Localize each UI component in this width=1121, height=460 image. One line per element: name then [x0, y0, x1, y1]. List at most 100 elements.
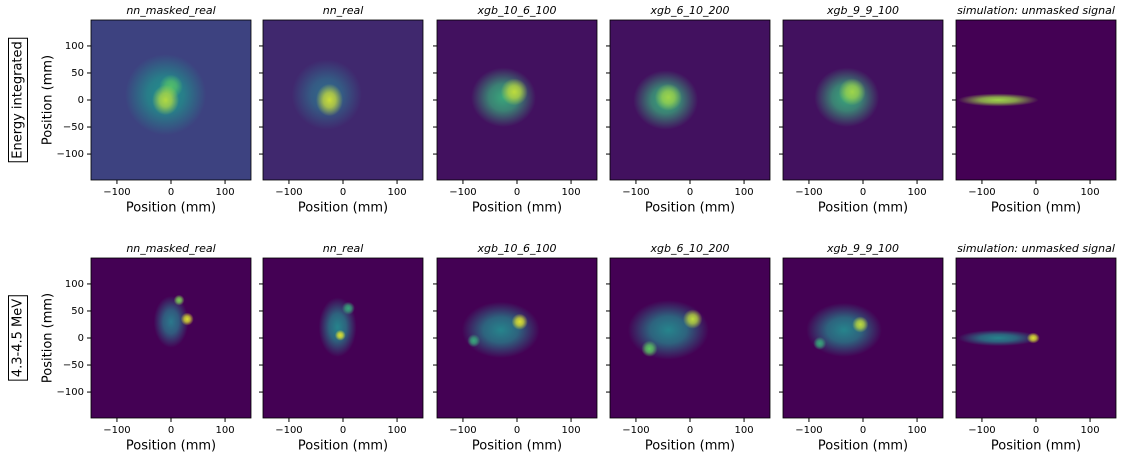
x-tick-label: −100	[103, 425, 130, 436]
intensity-blob	[683, 309, 702, 328]
intensity-blob	[181, 313, 194, 326]
heatmap-image	[319, 297, 357, 356]
x-tick-label: −100	[968, 425, 995, 436]
x-tick-label: 0	[1033, 187, 1039, 198]
x-axis-label: Position (mm)	[126, 439, 216, 454]
y-tick-label: 50	[71, 306, 84, 317]
x-tick-label: 0	[860, 187, 866, 198]
y-axis-label: Position (mm)	[41, 293, 56, 383]
heatmap-image	[292, 59, 362, 129]
x-axis-label: Position (mm)	[298, 201, 388, 216]
panel-title: nn_real	[323, 4, 364, 17]
x-tick-label: −100	[622, 187, 649, 198]
x-axis-label: Position (mm)	[818, 201, 908, 216]
intensity-blob	[342, 302, 355, 315]
x-tick-label: 0	[687, 187, 693, 198]
panel-title: xgb_6_10_200	[650, 242, 730, 255]
panel-title: simulation: unmasked signal	[957, 242, 1115, 255]
panel-title: xgb_9_9_100	[826, 4, 899, 17]
x-axis-label: Position (mm)	[645, 439, 735, 454]
x-tick-label: 0	[340, 187, 346, 198]
row-label: Energy integrated	[11, 41, 26, 159]
intensity-blob	[958, 330, 1039, 346]
y-tick-label: −100	[57, 149, 84, 160]
x-tick-label: 100	[216, 187, 235, 198]
x-tick-label: 0	[514, 425, 520, 436]
intensity-blob	[335, 330, 346, 341]
x-tick-label: 0	[340, 425, 346, 436]
x-tick-label: 100	[735, 425, 754, 436]
y-tick-label: −50	[63, 360, 84, 371]
intensity-blob	[316, 84, 343, 116]
intensity-blob	[152, 85, 179, 115]
heatmap-image	[628, 300, 709, 359]
heatmap-image	[814, 68, 879, 127]
panel-title: simulation: unmasked signal	[957, 4, 1115, 17]
row-label-group: Energy integrated	[9, 38, 28, 162]
x-tick-label: 100	[388, 425, 407, 436]
y-tick-label: 100	[65, 41, 84, 52]
row-label-group: 4.3-4.5 MeV	[9, 296, 28, 380]
x-tick-label: 100	[735, 187, 754, 198]
x-tick-label: 0	[514, 187, 520, 198]
x-tick-label: 0	[168, 425, 174, 436]
x-tick-label: −100	[103, 187, 130, 198]
x-axis-label: Position (mm)	[645, 201, 735, 216]
panel-title: xgb_9_9_100	[826, 242, 899, 255]
x-tick-label: 100	[908, 425, 927, 436]
x-axis-label: Position (mm)	[818, 439, 908, 454]
x-tick-label: 100	[1081, 425, 1100, 436]
x-axis-label: Position (mm)	[991, 201, 1081, 216]
intensity-blob	[501, 78, 528, 105]
y-tick-label: −100	[57, 387, 84, 398]
y-tick-label: 0	[78, 333, 84, 344]
x-tick-label: 0	[687, 425, 693, 436]
x-axis-label: Position (mm)	[298, 439, 388, 454]
intensity-blob	[462, 302, 540, 358]
intensity-blob	[813, 337, 826, 350]
heatmap-image	[633, 70, 698, 129]
heatmap-image	[958, 94, 1039, 107]
x-axis-label: Position (mm)	[126, 201, 216, 216]
x-tick-label: 100	[388, 187, 407, 198]
figure: Energy integrated 4.3-4.5 MeV nn_masked_re…	[0, 0, 1121, 456]
y-axis-label: Position (mm)	[41, 55, 56, 145]
x-tick-label: 0	[168, 187, 174, 198]
intensity-blob	[852, 316, 868, 332]
x-tick-label: 100	[562, 425, 581, 436]
heatmap-image	[462, 302, 540, 358]
intensity-blob	[839, 78, 866, 105]
x-axis-label: Position (mm)	[991, 439, 1081, 454]
x-tick-label: 100	[1081, 187, 1100, 198]
panel-title: nn_real	[323, 242, 364, 255]
x-tick-label: 0	[860, 425, 866, 436]
intensity-blob	[512, 314, 528, 330]
y-tick-label: 0	[78, 95, 84, 106]
x-tick-label: −100	[795, 425, 822, 436]
panel-title: xgb_10_6_100	[477, 4, 557, 17]
x-tick-label: −100	[795, 187, 822, 198]
x-tick-label: −100	[449, 187, 476, 198]
intensity-blob	[655, 84, 682, 111]
y-tick-label: 50	[71, 68, 84, 79]
x-axis-label: Position (mm)	[472, 201, 562, 216]
x-tick-label: 100	[562, 187, 581, 198]
panel-title: xgb_10_6_100	[477, 242, 557, 255]
heatmap-image	[471, 68, 536, 127]
y-tick-label: 100	[65, 279, 84, 290]
panel-title: xgb_6_10_200	[650, 4, 730, 17]
x-tick-label: −100	[449, 425, 476, 436]
intensity-blob	[174, 295, 185, 306]
intensity-blob	[1027, 333, 1040, 344]
panel-title: nn_masked_real	[126, 4, 215, 17]
intensity-blob	[467, 334, 480, 347]
x-tick-label: 0	[1033, 425, 1039, 436]
intensity-blob	[958, 94, 1039, 107]
x-axis-label: Position (mm)	[472, 439, 562, 454]
x-tick-label: −100	[968, 187, 995, 198]
heatmap-image	[125, 54, 206, 135]
heatmap-image	[806, 303, 882, 357]
x-tick-label: −100	[275, 425, 302, 436]
x-tick-label: −100	[622, 425, 649, 436]
row-label: 4.3-4.5 MeV	[11, 299, 26, 377]
